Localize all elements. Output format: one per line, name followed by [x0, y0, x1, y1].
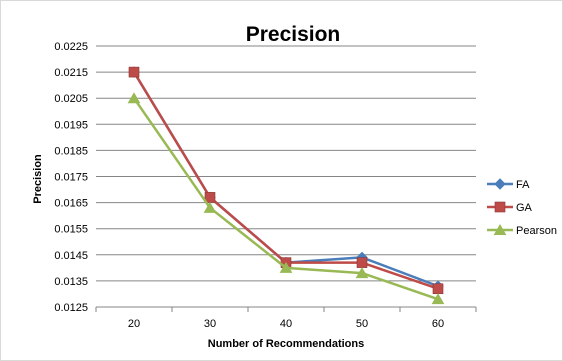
- legend-label: GA: [516, 202, 533, 214]
- y-tick-label: 0.0195: [54, 119, 88, 131]
- legend-item-fa: FA: [487, 178, 530, 191]
- data-point-pearson: [203, 201, 217, 213]
- legend-item-pearson: Pearson: [487, 224, 557, 237]
- legend-marker: [494, 201, 506, 213]
- y-tick-label: 0.0205: [54, 93, 88, 105]
- y-tick-label: 0.0185: [54, 145, 88, 157]
- legend-marker: [494, 178, 506, 190]
- legend-label: Pearson: [516, 225, 557, 237]
- legend: FA GA Pearson: [487, 178, 557, 237]
- y-axis-tick-labels: 0.0125 0.0135 0.0145 0.0155 0.0165 0.0175 0.01…: [54, 41, 88, 314]
- x-axis-tick-labels: 20 30 40 50 60: [95, 307, 477, 330]
- series-line-fa: [132, 71, 439, 288]
- data-point-pearson: [127, 92, 141, 104]
- x-tick-label: 60: [432, 318, 444, 330]
- series-line-ga: [132, 71, 439, 290]
- y-tick-label: 0.0135: [54, 276, 88, 288]
- y-axis-label: Precision: [32, 154, 44, 204]
- legend-item-ga: GA: [487, 201, 533, 214]
- legend-label: FA: [516, 179, 530, 191]
- y-tick-label: 0.0125: [54, 302, 88, 314]
- x-tick-label: 50: [356, 318, 368, 330]
- y-tick-label: 0.0175: [54, 172, 88, 184]
- data-point-ga: [128, 66, 140, 78]
- series-lines: [127, 66, 445, 305]
- x-axis-label: Number of Recommendations: [208, 338, 364, 350]
- x-tick-label: 30: [204, 318, 216, 330]
- x-tick-label: 20: [128, 318, 140, 330]
- y-tick-label: 0.0225: [54, 41, 88, 53]
- data-point-pearson: [355, 267, 369, 279]
- legend-marker: [493, 224, 507, 235]
- data-point-pearson: [431, 293, 445, 305]
- y-tick-label: 0.0215: [54, 67, 88, 79]
- data-point-pearson: [279, 261, 293, 273]
- series-pearson: [127, 92, 445, 305]
- chart-title: Precision: [246, 23, 341, 46]
- y-tick-label: 0.0165: [54, 198, 88, 210]
- data-point-ga: [432, 283, 444, 295]
- gridlines: [96, 45, 476, 282]
- series-ga: [128, 66, 444, 295]
- data-point-ga: [356, 257, 368, 268]
- x-tick-label: 40: [280, 318, 292, 330]
- y-tick-label: 0.0155: [54, 224, 88, 236]
- y-tick-label: 0.0145: [54, 250, 88, 262]
